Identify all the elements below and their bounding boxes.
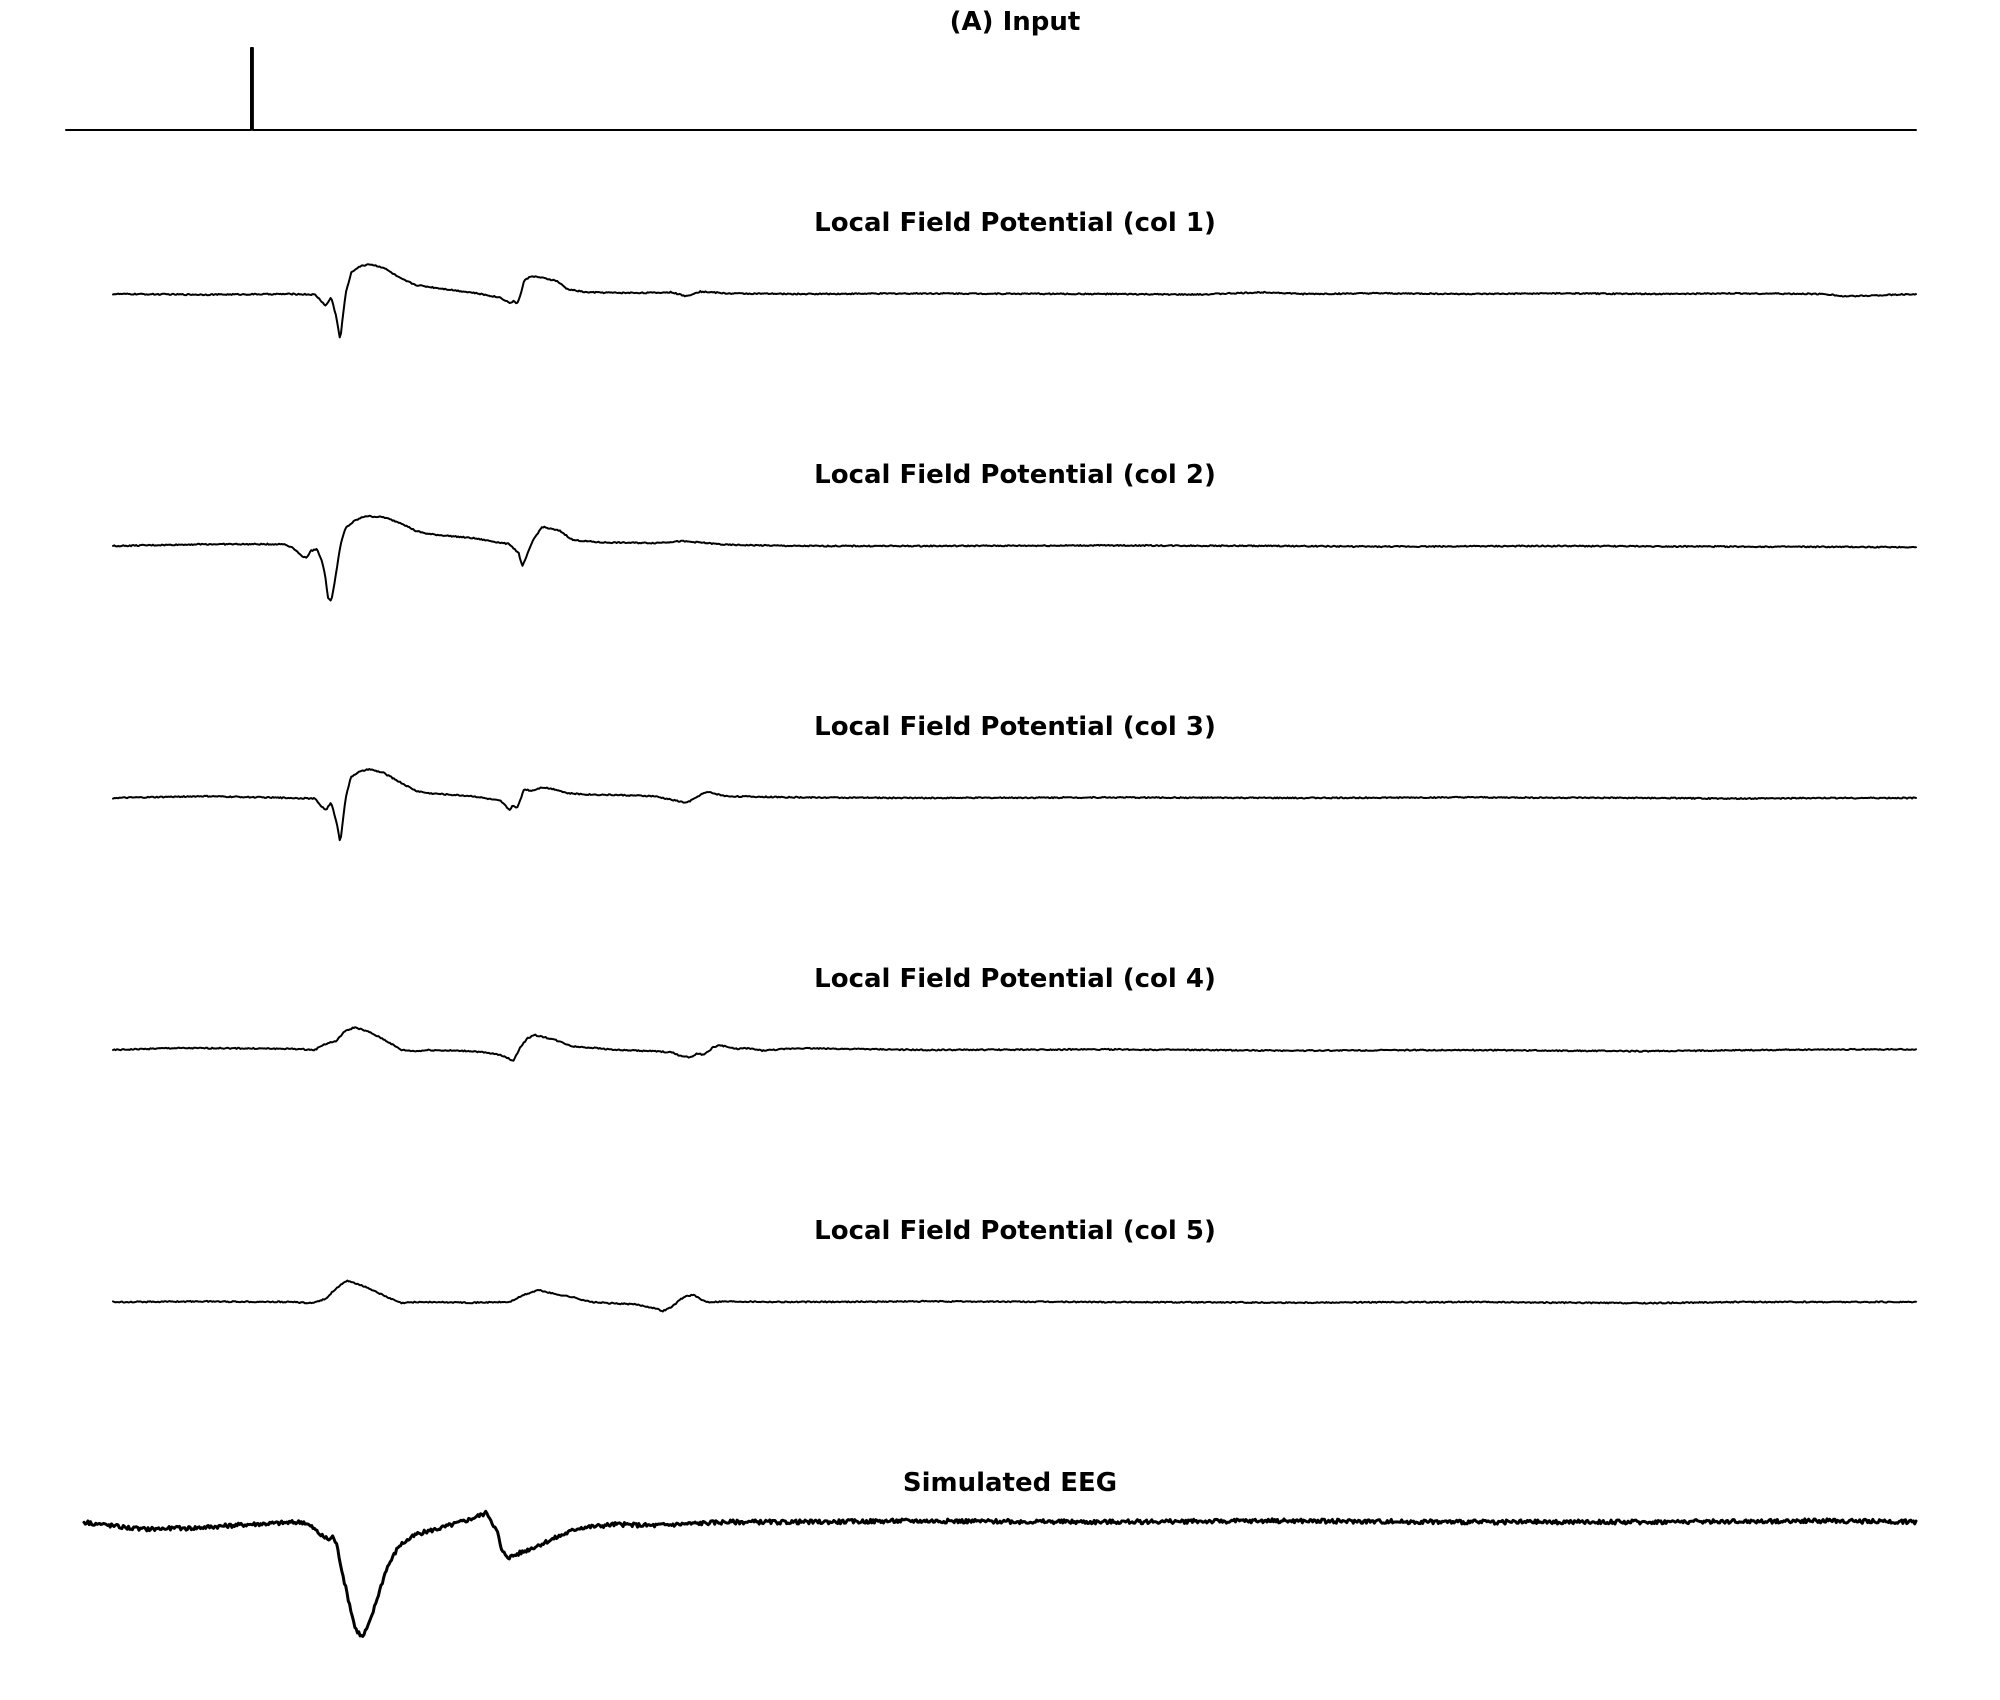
input-trace [65, 47, 1917, 131]
lfp-col-4-trace [112, 1026, 1917, 1062]
panel-title-lfp-col-1: Local Field Potential (col 1) [814, 208, 1216, 238]
panel-lfp-col-4: Local Field Potential (col 4) [112, 964, 1917, 1062]
lfp-col-5-trace [112, 1279, 1917, 1313]
lfp-col-2-trace [112, 514, 1917, 602]
panel-lfp-col-5: Local Field Potential (col 5) [112, 1216, 1917, 1313]
panel-title-simulated-eeg: Simulated EEG [903, 1468, 1117, 1498]
panel-input: (A) Input [65, 7, 1917, 131]
panel-title-lfp-col-3: Local Field Potential (col 3) [814, 712, 1216, 742]
panel-lfp-col-2: Local Field Potential (col 2) [112, 460, 1917, 602]
panel-title-input: (A) Input [950, 7, 1081, 37]
panel-lfp-col-1: Local Field Potential (col 1) [112, 208, 1917, 339]
lfp-col-3-trace [112, 768, 1917, 842]
lfp-col-1-trace [112, 263, 1917, 339]
panel-title-lfp-col-4: Local Field Potential (col 4) [814, 964, 1216, 994]
panel-lfp-col-3: Local Field Potential (col 3) [112, 712, 1917, 842]
simulated-eeg-trace [82, 1509, 1918, 1638]
panel-title-lfp-col-2: Local Field Potential (col 2) [814, 460, 1216, 490]
panel-title-lfp-col-5: Local Field Potential (col 5) [814, 1216, 1216, 1246]
panel-simulated-eeg: Simulated EEG [82, 1468, 1918, 1638]
